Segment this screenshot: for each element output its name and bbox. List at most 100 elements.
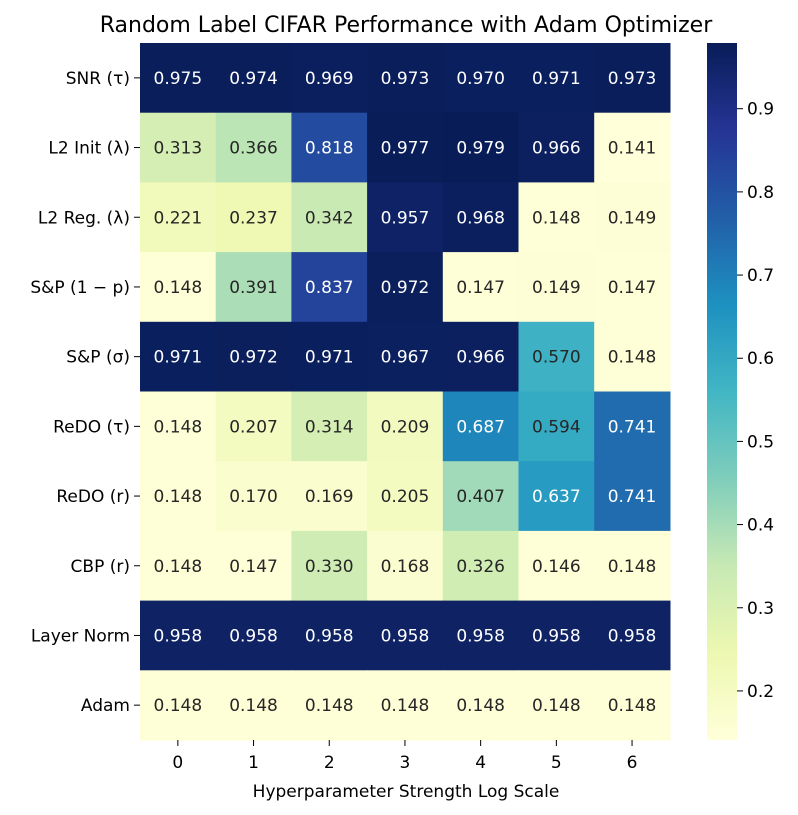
heatmap-cell-r6-c5 xyxy=(518,461,595,532)
cell-value-label: 0.148 xyxy=(532,696,581,716)
cell-value-label: 0.148 xyxy=(381,696,430,716)
x-tick-label: 1 xyxy=(248,753,259,773)
cell-value-label: 0.972 xyxy=(229,348,278,368)
heatmap-cell-r2-c6 xyxy=(594,182,671,253)
heatmap-cell-r0-c0 xyxy=(140,43,217,114)
cell-value-label: 0.148 xyxy=(608,557,657,577)
heatmap-cell-r9-c4 xyxy=(442,670,520,741)
cell-value-label: 0.970 xyxy=(456,69,505,89)
cell-value-label: 0.594 xyxy=(532,417,581,437)
cell-value-label: 0.958 xyxy=(608,626,657,646)
colorbar-tick-label: 0.3 xyxy=(747,599,774,619)
cell-value-label: 0.168 xyxy=(381,557,430,577)
cell-value-label: 0.741 xyxy=(608,417,657,437)
cell-value-label: 0.979 xyxy=(456,139,505,159)
heatmap-cell-r5-c1 xyxy=(215,391,292,462)
heatmap-cell-r2-c2 xyxy=(291,182,368,253)
heatmap-cell-r4-c3 xyxy=(367,321,444,393)
colorbar-tick-label: 0.8 xyxy=(747,183,774,203)
cell-value-label: 0.148 xyxy=(456,696,505,716)
heatmap-cell-r9-c3 xyxy=(367,670,444,741)
chart-title: Random Label CIFAR Performance with Adam… xyxy=(100,13,713,38)
heatmap-cell-r6-c3 xyxy=(367,461,444,532)
x-tick-label: 5 xyxy=(551,753,562,773)
heatmap-cell-r3-c3 xyxy=(367,252,444,323)
heatmap-cell-r4-c4 xyxy=(442,321,520,393)
y-tick-label: SNR (τ) xyxy=(66,69,130,89)
cell-value-label: 0.326 xyxy=(456,557,505,577)
cell-value-label: 0.221 xyxy=(154,208,203,228)
y-tick-label: Layer Norm xyxy=(31,626,130,646)
heatmap-cell-r0-c6 xyxy=(594,43,671,114)
heatmap-cell-r8-c5 xyxy=(518,600,595,671)
cell-value-label: 0.741 xyxy=(608,487,657,507)
cell-value-label: 0.147 xyxy=(608,278,657,298)
heatmap-cell-r3-c2 xyxy=(291,252,368,323)
heatmap-cell-r7-c2 xyxy=(291,530,368,602)
heatmap-cell-r9-c6 xyxy=(594,670,671,741)
x-tick-label: 4 xyxy=(475,753,486,773)
cell-value-label: 0.972 xyxy=(381,278,430,298)
x-axis-label: Hyperparameter Strength Log Scale xyxy=(253,782,560,802)
heatmap-cell-r2-c5 xyxy=(518,182,595,253)
cell-value-label: 0.818 xyxy=(305,139,354,159)
cell-value-label: 0.687 xyxy=(456,417,505,437)
cell-value-label: 0.147 xyxy=(229,557,278,577)
cell-value-label: 0.148 xyxy=(229,696,278,716)
cell-value-label: 0.147 xyxy=(456,278,505,298)
cell-value-label: 0.149 xyxy=(532,278,581,298)
heatmap-cell-r3-c4 xyxy=(442,252,520,323)
x-tick-label: 2 xyxy=(324,753,335,773)
cell-value-label: 0.973 xyxy=(608,69,657,89)
heatmap-cell-r8-c4 xyxy=(442,600,520,671)
heatmap-cell-r2-c1 xyxy=(215,182,292,253)
colorbar-tick-label: 0.7 xyxy=(747,266,774,286)
cell-value-label: 0.957 xyxy=(381,208,430,228)
x-tick-label: 0 xyxy=(172,753,183,773)
heatmap-cell-r0-c5 xyxy=(518,43,595,114)
heatmap-cell-r0-c2 xyxy=(291,43,368,114)
heatmap-cell-r8-c1 xyxy=(215,600,292,671)
heatmap-cell-r4-c2 xyxy=(291,321,368,393)
cell-value-label: 0.330 xyxy=(305,557,354,577)
heatmap-cell-r8-c0 xyxy=(140,600,217,671)
heatmap-cell-r2-c4 xyxy=(442,182,520,253)
heatmap-cell-r4-c5 xyxy=(518,321,595,393)
heatmap-cell-r6-c6 xyxy=(594,461,671,532)
colorbar-tick-label: 0.4 xyxy=(747,516,774,536)
cell-value-label: 0.148 xyxy=(154,278,203,298)
cell-value-label: 0.146 xyxy=(532,557,581,577)
heatmap-cell-r9-c2 xyxy=(291,670,368,741)
colorbar-tick-label: 0.5 xyxy=(747,432,774,452)
y-axis: SNR (τ) L2 Init (λ) L2 Reg. (λ) S&P (1 − p)… xyxy=(30,69,140,716)
cell-value-label: 0.967 xyxy=(381,348,430,368)
heatmap-cell-r6-c1 xyxy=(215,461,292,532)
cell-value-label: 0.966 xyxy=(456,348,505,368)
colorbar-tick-label: 0.2 xyxy=(747,682,774,702)
cell-value-label: 0.837 xyxy=(305,278,354,298)
heatmap-cell-r9-c5 xyxy=(518,670,595,741)
x-tick-label: 6 xyxy=(627,753,638,773)
cell-value-label: 0.342 xyxy=(305,208,354,228)
y-tick-label: Adam xyxy=(81,696,130,716)
cell-value-label: 0.148 xyxy=(154,487,203,507)
heatmap-cell-r5-c4 xyxy=(442,391,520,462)
heatmap-cell-r3-c0 xyxy=(140,252,217,323)
heatmap-cells: 0.975 0.974 0.969 0.973 0.970 0.971 0.973 0.313… xyxy=(140,43,671,741)
heatmap-cell-r9-c1 xyxy=(215,670,292,741)
y-tick-label: CBP (r) xyxy=(71,557,130,577)
cell-value-label: 0.148 xyxy=(154,417,203,437)
heatmap-cell-r6-c4 xyxy=(442,461,520,532)
heatmap-cell-r7-c0 xyxy=(140,530,217,602)
heatmap-cell-r7-c3 xyxy=(367,530,444,602)
heatmap-cell-r5-c0 xyxy=(140,391,217,462)
heatmap-cell-r1-c2 xyxy=(291,112,368,183)
y-tick-label: L2 Reg. (λ) xyxy=(38,208,130,228)
cell-value-label: 0.207 xyxy=(229,417,278,437)
heatmap-cell-r5-c5 xyxy=(518,391,595,462)
colorbar-axis: 0.2 0.3 0.4 0.5 0.6 0.7 0.8 0.9 xyxy=(737,100,774,702)
cell-value-label: 0.973 xyxy=(381,69,430,89)
heatmap-cell-r1-c1 xyxy=(215,112,292,183)
heatmap-cell-r8-c6 xyxy=(594,600,671,671)
